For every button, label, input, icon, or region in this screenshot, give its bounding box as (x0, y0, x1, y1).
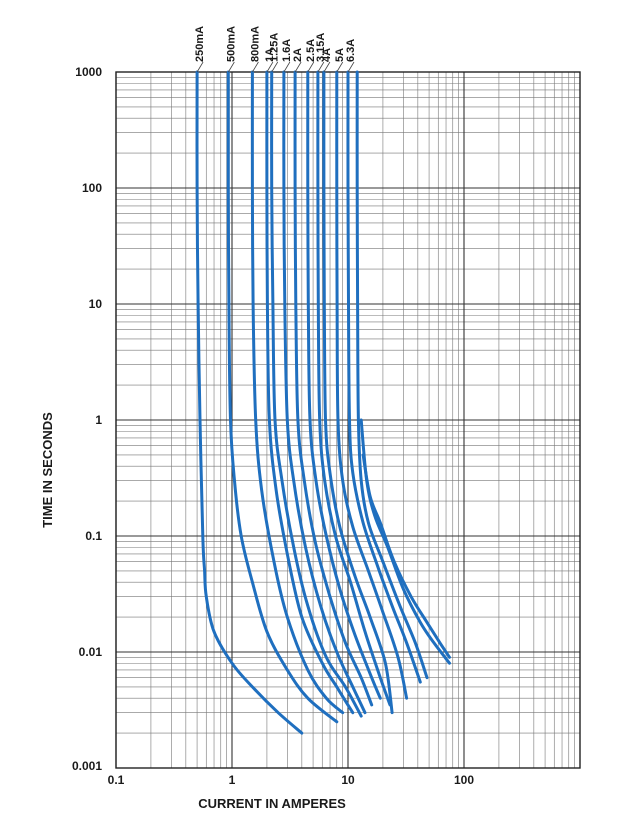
rating-leader-line (283, 61, 291, 73)
rating-label: 4A (321, 48, 333, 62)
grid-major (115, 71, 581, 769)
fuse-curve-6_3A (346, 70, 422, 684)
x-tick-label: 100 (454, 773, 474, 787)
fuse-curve-1A (265, 70, 355, 715)
rating-leader-line (336, 61, 344, 73)
x-tick-label: 1 (229, 773, 236, 787)
rating-label: 500mA (225, 26, 237, 62)
y-axis-title: TIME IN SECONDS (40, 412, 55, 528)
fuse-curve-2A (293, 70, 374, 707)
rating-leader-line (294, 61, 302, 73)
x-axis-title: CURRENT IN AMPERES (198, 796, 346, 811)
fuse-curve-800mA (250, 70, 345, 715)
rating-label: 800mA (249, 26, 261, 62)
rating-leader-line (252, 61, 259, 73)
curves (195, 70, 451, 735)
y-tick-label: 10 (89, 297, 103, 311)
rating-label: 3.15A (315, 33, 327, 62)
fuse-curve-2_5A (306, 70, 382, 700)
rating-label: 1A (264, 48, 276, 62)
rating-leader-line (196, 61, 204, 73)
fuse-curve (361, 453, 451, 659)
fuse-curve-4A (322, 70, 394, 715)
rating-label: 5A (334, 48, 346, 62)
rating-leader-line (271, 61, 279, 73)
rating-label: 2A (292, 48, 304, 62)
x-tick-labels: 0.1 1 10 100 (108, 773, 475, 787)
rating-label: 250mA (194, 26, 206, 62)
rating-leader-line (323, 61, 331, 73)
y-tick-label: 1 (95, 413, 102, 427)
rating-label: 1.6A (281, 39, 293, 62)
fuse-curve-1_6A (282, 70, 367, 715)
rating-label: 6.3A (345, 39, 357, 62)
rating-leader-line (307, 61, 315, 73)
rating-leader-line (317, 61, 325, 73)
y-tick-label: 100 (82, 181, 102, 195)
rating-label: 2.5A (305, 39, 317, 62)
y-tick-labels: 0.001 0.01 0.1 1 10 100 1000 (72, 65, 102, 773)
fuse-curve-250mA (195, 70, 304, 735)
fuse-curve (355, 70, 429, 680)
y-tick-label: 0.01 (79, 645, 103, 659)
x-tick-label: 10 (341, 773, 355, 787)
rating-label: 1.25A (269, 33, 281, 62)
rating-leader-line (266, 61, 274, 73)
fuse-curve-1_25A (270, 70, 363, 718)
rating-leader-line (347, 61, 355, 73)
rating-leader-line (228, 61, 235, 73)
y-tick-label: 0.1 (85, 529, 102, 543)
x-tick-label: 0.1 (108, 773, 125, 787)
fuse-curve-5A (335, 70, 409, 700)
y-tick-label: 0.001 (72, 759, 102, 773)
fuse-curve-3_15A (316, 70, 392, 707)
y-tick-label: 1000 (75, 65, 102, 79)
fuse-curve-500mA (226, 70, 339, 724)
